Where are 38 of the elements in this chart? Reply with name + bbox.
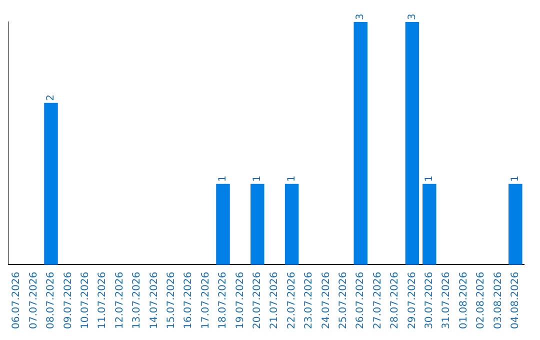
x-tick-label: 10.07.2026 bbox=[80, 272, 91, 330]
x-tick-label: 13.07.2026 bbox=[132, 272, 143, 330]
x-tick-label: 24.07.2026 bbox=[320, 272, 332, 330]
x-tick-label: 21.07.2026 bbox=[269, 272, 280, 330]
x-tick-label: 29.07.2026 bbox=[406, 272, 418, 330]
x-tick-label: 22.07.2026 bbox=[286, 272, 298, 330]
data-label: 1 bbox=[218, 175, 229, 182]
data-label: 1 bbox=[286, 175, 298, 182]
x-tick-label: 08.07.2026 bbox=[46, 272, 57, 330]
data-label: 1 bbox=[252, 175, 263, 182]
x-tick-label: 19.07.2026 bbox=[234, 272, 246, 330]
x-tick-label: 09.07.2026 bbox=[62, 272, 74, 330]
x-tick-label: 25.07.2026 bbox=[338, 272, 349, 330]
data-label: 3 bbox=[355, 14, 366, 20]
x-tick-label: 23.07.2026 bbox=[304, 272, 315, 330]
x-tick-label: 28.07.2026 bbox=[390, 272, 401, 330]
x-tick-label: 17.07.2026 bbox=[200, 272, 212, 330]
x-tick-label: 26.07.2026 bbox=[355, 272, 366, 330]
data-label: 1 bbox=[424, 175, 435, 182]
data-label: 3 bbox=[406, 14, 418, 20]
x-tick-label: 20.07.2026 bbox=[252, 272, 263, 330]
x-tick-label: 15.07.2026 bbox=[166, 272, 177, 330]
x-tick-label: 01.08.2026 bbox=[458, 272, 470, 330]
x-tick-label: 03.08.2026 bbox=[492, 272, 504, 330]
x-tick-label: 31.07.2026 bbox=[441, 272, 452, 330]
data-label: 1 bbox=[510, 175, 521, 182]
x-tick-label: 11.07.2026 bbox=[97, 272, 108, 330]
x-tick-label: 07.07.2026 bbox=[28, 272, 40, 330]
x-tick-label: 30.07.2026 bbox=[424, 272, 435, 330]
x-tick-label: 18.07.2026 bbox=[218, 272, 229, 330]
x-tick-label: 04.08.2026 bbox=[510, 272, 521, 330]
x-tick-label: 27.07.2026 bbox=[372, 272, 384, 330]
x-tick-label: 16.07.2026 bbox=[183, 272, 194, 330]
x-tick-label: 12.07.2026 bbox=[114, 272, 126, 330]
x-tick-label: 06.07.2026 bbox=[11, 272, 22, 330]
data-label: 2 bbox=[46, 94, 57, 101]
x-tick-label: 14.07.2026 bbox=[148, 272, 160, 330]
x-tick-label: 02.08.2026 bbox=[476, 272, 487, 330]
